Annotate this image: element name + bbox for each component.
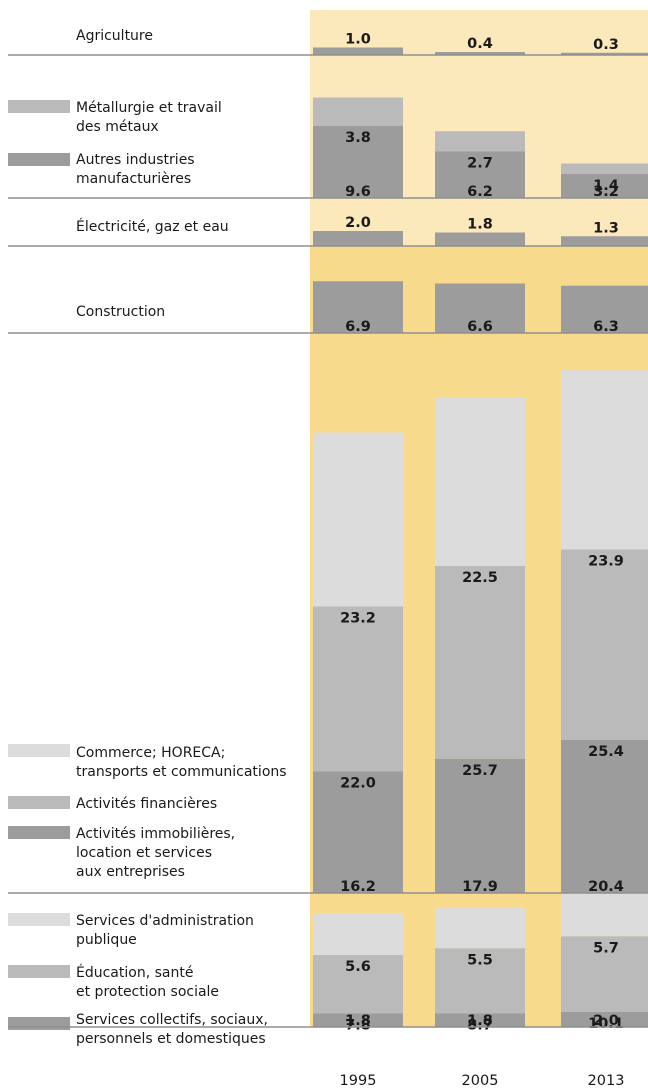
- bar-public_services-s1-1995: [313, 955, 403, 1014]
- value-label-market_services-s2-2005: 22.5: [462, 570, 498, 586]
- value-label-market_services-s2-2013: 23.9: [588, 554, 624, 570]
- value-label-market_services-s2-1995: 23.2: [340, 611, 376, 627]
- x-tick-label-2005: 2005: [462, 1073, 499, 1088]
- bar-industry-s0-1995: [313, 126, 403, 198]
- value-label-construction-s0-2005: 6.6: [467, 319, 493, 335]
- value-label-agriculture-s0-2005: 0.4: [467, 36, 493, 52]
- legend-label-industry-0-line0: Métallurgie et travail: [76, 100, 222, 116]
- bar-industry-s1-2005: [435, 131, 525, 152]
- legend-swatch-market_services-1: [8, 796, 70, 809]
- bar-market_services-s0-2013: [561, 740, 648, 893]
- legend-swatch-public_services-1: [8, 965, 70, 978]
- bar-energy-s0-2013: [561, 236, 648, 246]
- legend-label-agriculture-0-line0: Agriculture: [76, 28, 153, 44]
- legend-label-public_services-1-line1: et protection sociale: [76, 984, 219, 1000]
- value-label-market_services-s0-1995: 16.2: [340, 879, 376, 895]
- bar-market_services-s0-1995: [313, 771, 403, 893]
- value-label-public_services-s2-2005: 5.5: [467, 952, 493, 968]
- value-label-public_services-s2-2013: 5.7: [593, 940, 619, 956]
- value-label-public_services-s0-2005: 1.8: [467, 1013, 493, 1029]
- value-label-construction-s0-1995: 6.9: [345, 319, 371, 335]
- bar-market_services-s2-2013: [561, 370, 648, 550]
- value-label-industry-s0-1995: 9.6: [345, 184, 371, 200]
- bar-public_services-s0-2013: [561, 1012, 648, 1027]
- legend-swatch-public_services-2: [8, 1017, 70, 1030]
- value-label-market_services-s1-1995: 22.0: [340, 776, 376, 792]
- bar-agriculture-s0-2005: [435, 52, 525, 55]
- bar-agriculture-s0-1995: [313, 47, 403, 55]
- bar-construction-s0-2005: [435, 283, 525, 333]
- value-label-industry-s1-2005: 2.7: [467, 156, 493, 172]
- bar-industry-s0-2005: [435, 151, 525, 198]
- legend-label-construction-0-line0: Construction: [76, 304, 165, 320]
- bar-public_services-s1-2013: [561, 936, 648, 1012]
- x-tick-label-1995: 1995: [340, 1073, 377, 1088]
- value-label-energy-s0-2013: 1.3: [593, 220, 619, 236]
- bar-energy-s0-2005: [435, 232, 525, 246]
- legend-label-market_services-0-line1: transports et communications: [76, 764, 287, 780]
- legend-swatch-industry-0: [8, 100, 70, 113]
- bar-industry-s1-1995: [313, 97, 403, 126]
- bar-market_services-s0-2005: [435, 758, 525, 893]
- bar-public_services-s2-1995: [313, 913, 403, 955]
- bar-public_services-s0-2005: [435, 1013, 525, 1027]
- bar-market_services-s1-1995: [313, 606, 403, 772]
- legend-label-market_services-2-line0: Activités immobilières,: [76, 826, 235, 842]
- bar-public_services-s0-1995: [313, 1013, 403, 1027]
- legend-swatch-public_services-0: [8, 913, 70, 926]
- legend-label-market_services-2-line2: aux entreprises: [76, 864, 185, 880]
- value-label-market_services-s0-2013: 20.4: [588, 879, 624, 895]
- legend-swatch-market_services-0: [8, 744, 70, 757]
- value-label-industry-s1-2013: 1.4: [593, 178, 619, 194]
- legend-label-market_services-2-line1: location et services: [76, 845, 212, 861]
- legend-label-public_services-0-line0: Services d'administration: [76, 913, 254, 929]
- value-label-public_services-s0-2013: 2.0: [593, 1013, 619, 1029]
- legend-label-public_services-0-line1: publique: [76, 932, 137, 948]
- value-label-industry-s0-2013: 3.2: [593, 184, 619, 200]
- value-label-public_services-s1-2013: 10.1: [588, 1016, 624, 1032]
- legend-label-public_services-2-line0: Services collectifs, sociaux,: [76, 1012, 268, 1028]
- value-label-agriculture-s0-2013: 0.3: [593, 37, 619, 53]
- value-label-public_services-s1-1995: 7.8: [345, 1018, 371, 1034]
- value-label-agriculture-s0-1995: 1.0: [345, 32, 371, 48]
- bar-public_services-s2-2005: [435, 907, 525, 949]
- bar-energy-s0-1995: [313, 231, 403, 246]
- bar-market_services-s1-2005: [435, 566, 525, 759]
- value-label-industry-s1-1995: 3.8: [345, 130, 371, 146]
- legend-label-market_services-1-line0: Activités financières: [76, 796, 217, 812]
- legend-swatch-industry-1: [8, 153, 70, 166]
- value-label-energy-s0-2005: 1.8: [467, 217, 493, 233]
- bar-agriculture-s0-2013: [561, 52, 648, 55]
- bar-public_services-s2-2013: [561, 893, 648, 937]
- value-label-market_services-s1-2013: 25.4: [588, 744, 624, 760]
- bar-industry-s1-2013: [561, 163, 648, 174]
- value-label-market_services-s0-2005: 17.9: [462, 879, 498, 895]
- bar-market_services-s2-2005: [435, 397, 525, 566]
- value-label-public_services-s1-2005: 8.7: [467, 1018, 493, 1034]
- value-label-construction-s0-2013: 6.3: [593, 319, 619, 335]
- legend-swatch-market_services-2: [8, 826, 70, 839]
- legend-label-energy-0-line0: Électricité, gaz et eau: [76, 218, 229, 235]
- legend-label-industry-1-line1: manufacturières: [76, 171, 191, 187]
- legend-label-industry-1-line0: Autres industries: [76, 152, 195, 168]
- legend-label-industry-0-line1: des métaux: [76, 119, 159, 135]
- bar-public_services-s1-2005: [435, 948, 525, 1014]
- value-label-energy-s0-1995: 2.0: [345, 215, 371, 231]
- value-label-industry-s0-2005: 6.2: [467, 184, 493, 200]
- bar-market_services-s2-1995: [313, 432, 403, 607]
- bar-construction-s0-2013: [561, 285, 648, 333]
- x-tick-label-2013: 2013: [588, 1073, 625, 1088]
- value-label-public_services-s2-1995: 5.6: [345, 959, 371, 975]
- value-label-market_services-s1-2005: 25.7: [462, 763, 498, 779]
- bar-construction-s0-1995: [313, 281, 403, 333]
- legend-label-public_services-1-line0: Éducation, santé: [76, 964, 193, 981]
- value-label-public_services-s0-1995: 1.8: [345, 1013, 371, 1029]
- legend-label-public_services-2-line1: personnels et domestiques: [76, 1031, 266, 1047]
- legend-label-market_services-0-line0: Commerce; HORECA;: [76, 745, 225, 761]
- bar-industry-s0-2013: [561, 174, 648, 198]
- bar-market_services-s1-2013: [561, 549, 648, 740]
